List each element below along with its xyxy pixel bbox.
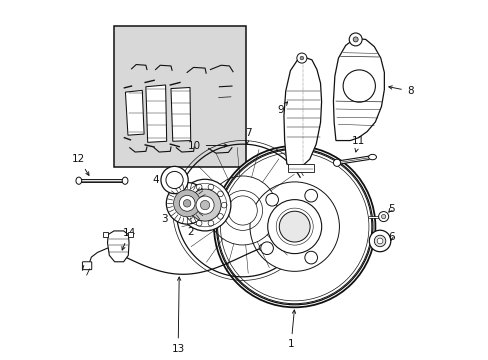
Text: 3: 3 — [161, 206, 174, 224]
Circle shape — [352, 37, 357, 42]
Text: 2: 2 — [187, 221, 202, 237]
Text: 12: 12 — [72, 154, 89, 175]
Circle shape — [183, 202, 188, 208]
Ellipse shape — [368, 154, 376, 160]
Circle shape — [378, 212, 388, 222]
Bar — [113, 26, 246, 167]
Circle shape — [208, 184, 213, 190]
Text: 7: 7 — [244, 128, 251, 144]
Circle shape — [196, 196, 214, 214]
Circle shape — [260, 242, 273, 255]
Text: 10: 10 — [187, 140, 227, 150]
Circle shape — [186, 191, 192, 197]
Circle shape — [217, 149, 371, 304]
Polygon shape — [145, 85, 166, 142]
Circle shape — [217, 191, 223, 197]
Polygon shape — [284, 57, 321, 167]
Circle shape — [368, 230, 390, 252]
Circle shape — [221, 202, 226, 208]
Circle shape — [296, 53, 306, 63]
Ellipse shape — [76, 177, 81, 184]
Circle shape — [381, 215, 385, 219]
Circle shape — [348, 33, 362, 46]
Bar — [103, 232, 108, 237]
Circle shape — [208, 220, 213, 226]
Text: 5: 5 — [387, 204, 394, 214]
Text: 13: 13 — [171, 277, 184, 354]
Circle shape — [216, 148, 372, 305]
Circle shape — [166, 183, 207, 224]
Circle shape — [173, 190, 200, 217]
Circle shape — [217, 213, 223, 219]
Ellipse shape — [122, 177, 128, 184]
Circle shape — [196, 220, 202, 226]
Circle shape — [333, 159, 340, 166]
Text: 8: 8 — [388, 86, 413, 96]
Text: 11: 11 — [351, 136, 365, 152]
Circle shape — [265, 193, 278, 206]
Circle shape — [227, 196, 257, 225]
Text: 1: 1 — [287, 310, 295, 349]
Circle shape — [259, 244, 265, 251]
Circle shape — [249, 182, 339, 271]
Circle shape — [189, 189, 221, 221]
Circle shape — [220, 152, 368, 301]
Circle shape — [300, 56, 303, 60]
Circle shape — [186, 213, 192, 219]
Circle shape — [214, 146, 375, 307]
Circle shape — [200, 201, 209, 210]
Circle shape — [343, 70, 375, 102]
Text: 14: 14 — [122, 228, 135, 250]
Circle shape — [179, 179, 230, 231]
Circle shape — [161, 166, 188, 194]
Polygon shape — [171, 87, 190, 141]
Circle shape — [183, 199, 190, 207]
Polygon shape — [125, 90, 144, 135]
Bar — [128, 232, 133, 237]
Circle shape — [373, 235, 385, 247]
Text: 4: 4 — [153, 175, 170, 185]
Circle shape — [179, 195, 195, 211]
Text: 6: 6 — [387, 232, 394, 242]
Circle shape — [267, 200, 321, 253]
Circle shape — [279, 211, 309, 242]
Bar — [287, 164, 313, 172]
FancyBboxPatch shape — [82, 262, 92, 270]
Text: 9: 9 — [277, 102, 287, 115]
Circle shape — [304, 251, 317, 264]
Polygon shape — [107, 231, 129, 262]
Circle shape — [376, 238, 382, 244]
Circle shape — [304, 189, 317, 202]
Circle shape — [196, 184, 202, 190]
Polygon shape — [333, 39, 384, 140]
Circle shape — [165, 171, 183, 189]
